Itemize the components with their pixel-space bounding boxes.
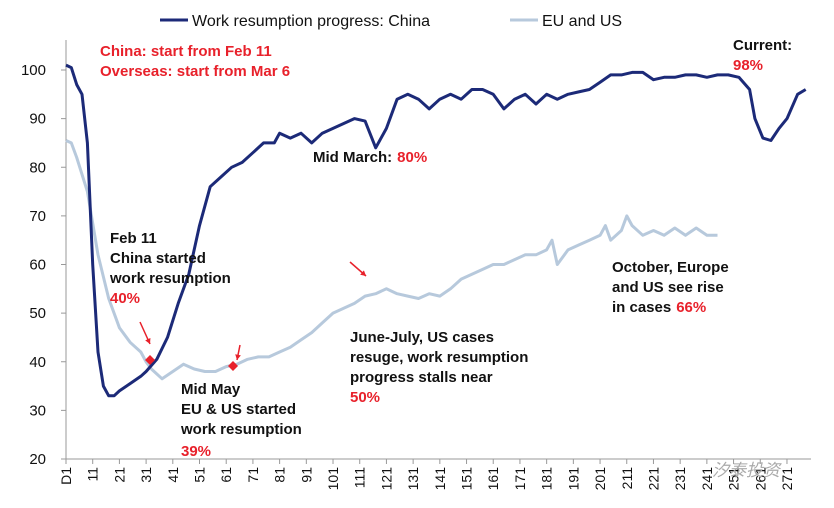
annotation-part: Mid May — [181, 381, 241, 398]
annotation: 98% — [733, 57, 763, 74]
annotation-part: China: start from Feb 11 — [100, 43, 272, 60]
x-tick-label: 111 — [352, 467, 368, 488]
annotation: and US see rise — [612, 279, 724, 296]
annotation-part: work resumption — [180, 421, 302, 438]
annotation: Mid March: 80% — [313, 149, 427, 166]
series-line — [65, 139, 718, 381]
legend-label: EU and US — [542, 13, 622, 30]
x-tick-label: 241 — [699, 467, 715, 491]
y-tick-label: 80 — [29, 159, 46, 176]
x-tick-label: 51 — [192, 467, 208, 483]
legend-label: Work resumption progress: China — [192, 13, 430, 30]
annotation-part: progress stalls near — [350, 369, 493, 386]
x-tick-label: 21 — [111, 467, 127, 483]
annotation-part: Overseas: start from Mar 6 — [100, 63, 290, 80]
x-tick-label: 231 — [672, 467, 688, 491]
annotation-part: October, Europe — [612, 259, 729, 276]
annotation-part: 40% — [110, 290, 140, 307]
annotation: China: start from Feb 11 — [100, 43, 272, 60]
x-tick-label: 161 — [485, 467, 501, 491]
annotation-part: Mid March: — [313, 149, 392, 166]
annotation-part: 50% — [350, 389, 380, 406]
annotation: 50% — [350, 389, 380, 406]
marker — [145, 355, 155, 365]
marker — [228, 361, 238, 371]
y-tick-label: 30 — [29, 402, 46, 419]
x-tick-label: 91 — [298, 467, 314, 483]
annotation-part: Current: — [733, 37, 792, 54]
annotation-part: Feb 11 — [110, 230, 157, 247]
y-tick-label: 60 — [29, 257, 46, 274]
x-tick-label: 141 — [432, 467, 448, 491]
annotation: work resumption — [180, 421, 302, 438]
annotation-part: 66% — [676, 299, 706, 316]
x-tick-label: 31 — [138, 467, 154, 483]
x-tick-label: 191 — [565, 467, 581, 491]
x-tick-label: 261 — [752, 467, 768, 491]
annotation: EU & US started — [181, 401, 296, 418]
annotation-part: work resumption — [109, 270, 231, 287]
annotation: resuge, work resumption — [350, 349, 528, 366]
annotation: 39% — [181, 443, 211, 460]
arrow-head — [360, 270, 366, 276]
annotation-part: EU & US started — [181, 401, 296, 418]
annotation-part: resuge, work resumption — [350, 349, 528, 366]
arrow-head — [235, 354, 241, 360]
annotation: June-July, US cases — [350, 329, 494, 346]
annotation: Mid May — [181, 381, 241, 398]
annotation-part: and US see rise — [612, 279, 724, 296]
y-tick-label: 20 — [29, 451, 46, 468]
y-tick-label: 50 — [29, 305, 46, 322]
y-tick-label: 100 — [21, 62, 46, 79]
annotation: Feb 11 — [110, 230, 157, 247]
x-tick-label: 121 — [378, 467, 394, 491]
x-tick-label: 251 — [726, 467, 742, 491]
annotation-part: in cases — [612, 299, 671, 316]
series-line — [65, 63, 807, 398]
annotation-part: 98% — [733, 57, 763, 74]
x-tick-label: 11 — [85, 467, 101, 482]
annotation-part: China started — [110, 250, 206, 267]
arrow-head — [145, 338, 151, 344]
annotation: Overseas: start from Mar 6 — [100, 63, 290, 80]
x-tick-label: 151 — [459, 467, 475, 491]
annotation: 40% — [110, 290, 140, 307]
x-tick-label: 201 — [592, 467, 608, 491]
x-tick-label: 211 — [619, 467, 635, 490]
y-tick-label: 90 — [29, 111, 46, 128]
x-tick-label: 221 — [645, 467, 661, 491]
x-tick-label: 61 — [218, 467, 234, 483]
x-tick-label: 81 — [272, 467, 288, 483]
x-tick-label: 101 — [325, 467, 341, 491]
x-tick-label: 131 — [405, 467, 421, 491]
y-tick-label: 40 — [29, 354, 46, 371]
y-tick-label: 70 — [29, 208, 46, 225]
annotation: Current: — [733, 37, 792, 54]
annotation-part: 80% — [397, 149, 427, 166]
annotation: in cases 66% — [612, 299, 706, 316]
x-tick-label: 271 — [779, 467, 795, 491]
x-tick-label: D1 — [58, 467, 74, 485]
annotation: progress stalls near — [350, 369, 493, 386]
annotation: China started — [110, 250, 206, 267]
annotation: work resumption — [109, 270, 231, 287]
x-tick-label: 41 — [165, 467, 181, 483]
annotation-part: 39% — [181, 443, 211, 460]
watermark: 汐泰投资 — [712, 461, 782, 480]
x-tick-label: 71 — [245, 467, 261, 483]
annotation-part: June-July, US cases — [350, 329, 494, 346]
x-tick-label: 171 — [512, 467, 528, 491]
x-tick-label: 181 — [539, 467, 555, 491]
annotation: October, Europe — [612, 259, 729, 276]
